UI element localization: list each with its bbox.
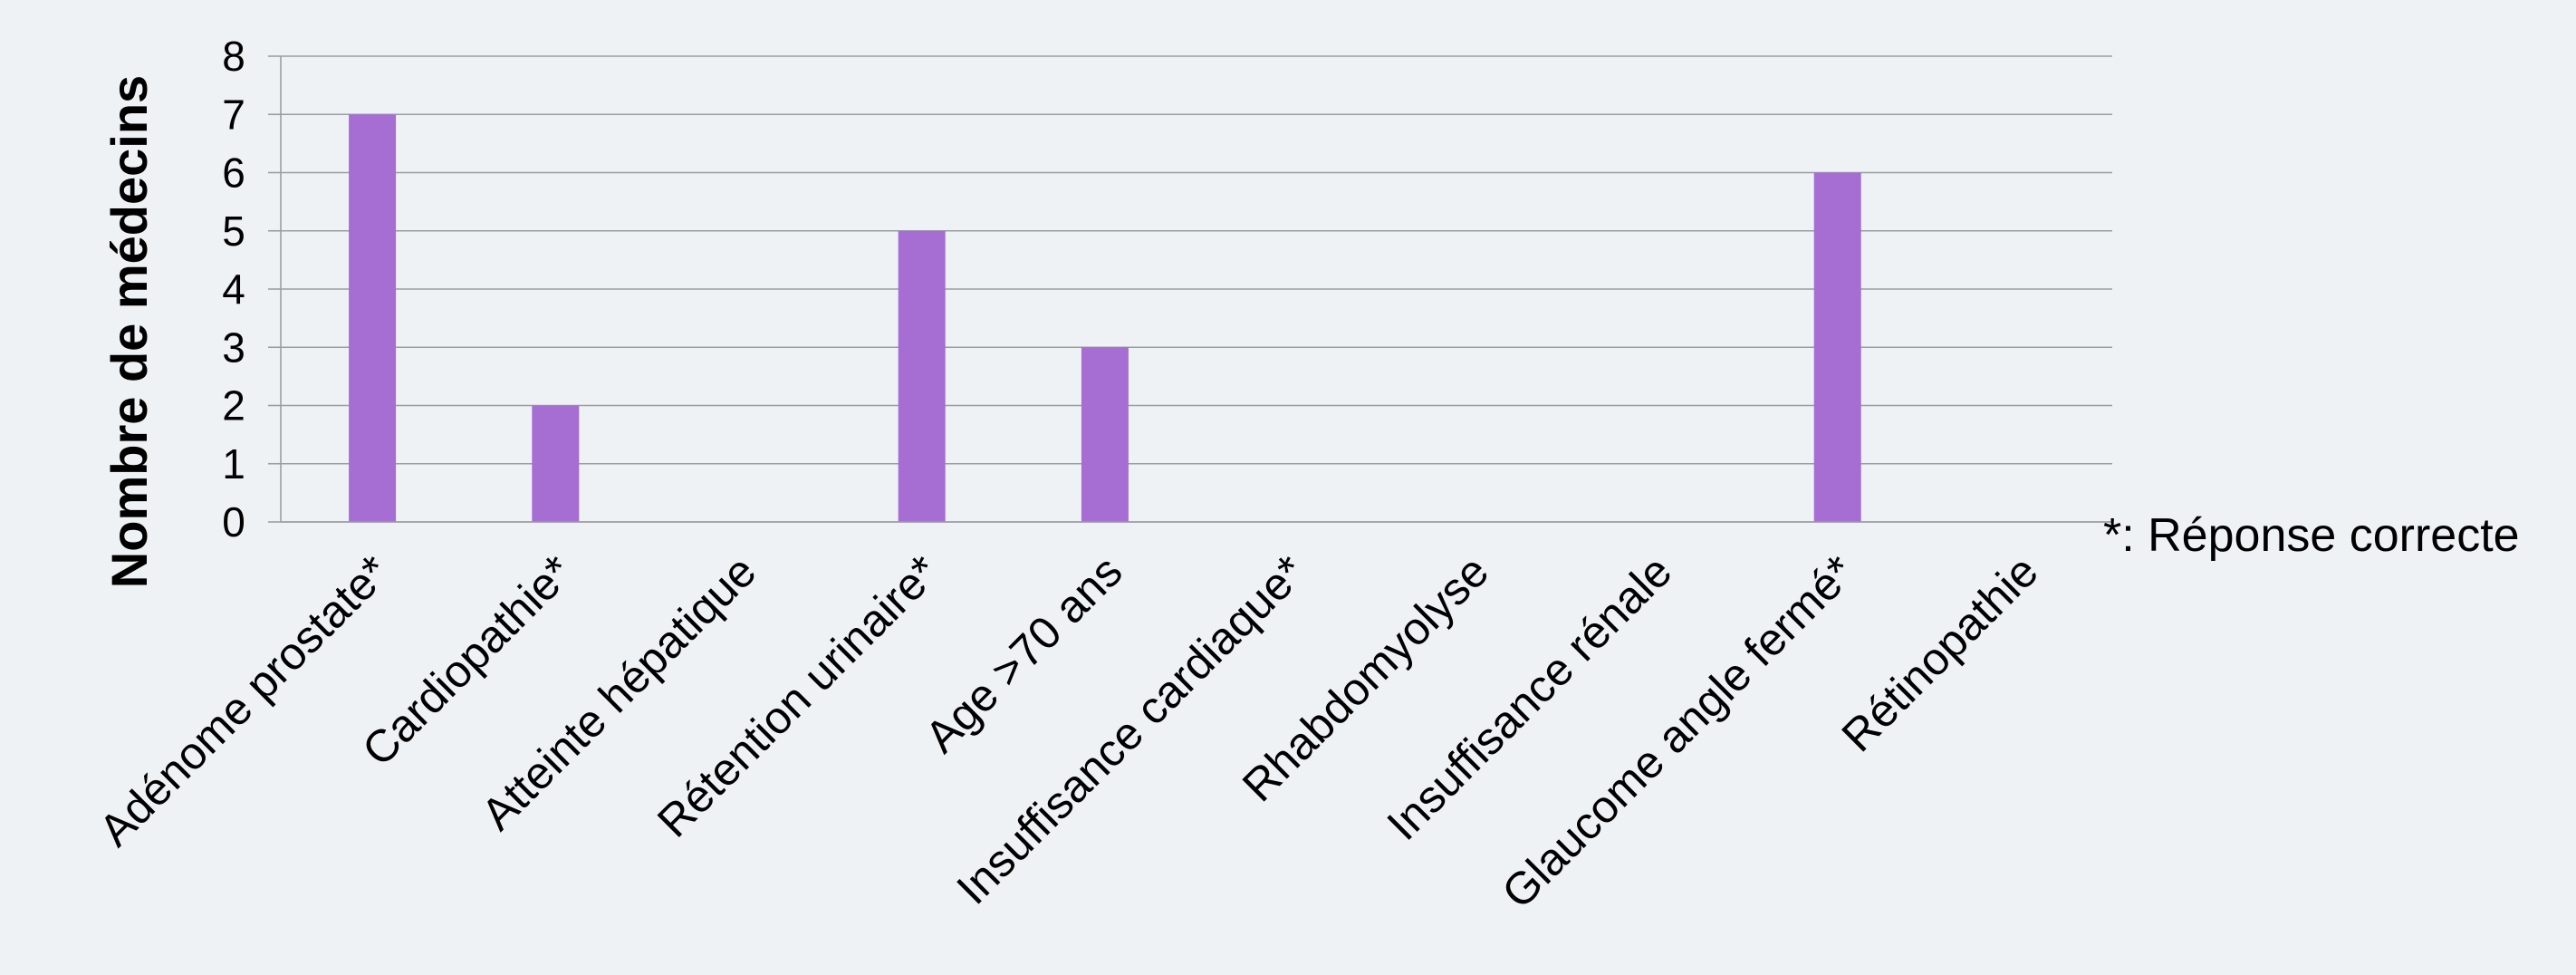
axes	[268, 55, 2112, 523]
y-tick-label: 7	[222, 91, 245, 138]
annotation-note: *: Réponse correcte	[2103, 509, 2520, 562]
bars	[349, 114, 1861, 522]
y-tick-label: 0	[222, 498, 245, 545]
bar	[532, 405, 580, 522]
y-axis-title: Nombre de médecins	[101, 75, 158, 588]
y-tick-label: 3	[222, 323, 245, 371]
gridlines	[281, 55, 2112, 523]
x-tick-label: Glaucome angle fermé*	[1492, 545, 1864, 918]
y-tick-label: 5	[222, 208, 245, 255]
x-tick-label: Adénome prostate*	[90, 545, 399, 855]
y-tick-label: 4	[222, 265, 245, 313]
y-tick-label: 6	[222, 150, 245, 197]
x-tick-label: Rétinopathie	[1832, 545, 2048, 761]
x-tick-label: Insuffisance cardiaque*	[947, 545, 1314, 913]
bar	[349, 114, 397, 522]
y-tick-label: 8	[222, 33, 245, 80]
y-tick-label: 2	[222, 382, 245, 430]
y-tick-label: 1	[222, 440, 245, 488]
bar	[1081, 347, 1129, 522]
bar	[898, 230, 946, 522]
bar	[1813, 172, 1861, 522]
